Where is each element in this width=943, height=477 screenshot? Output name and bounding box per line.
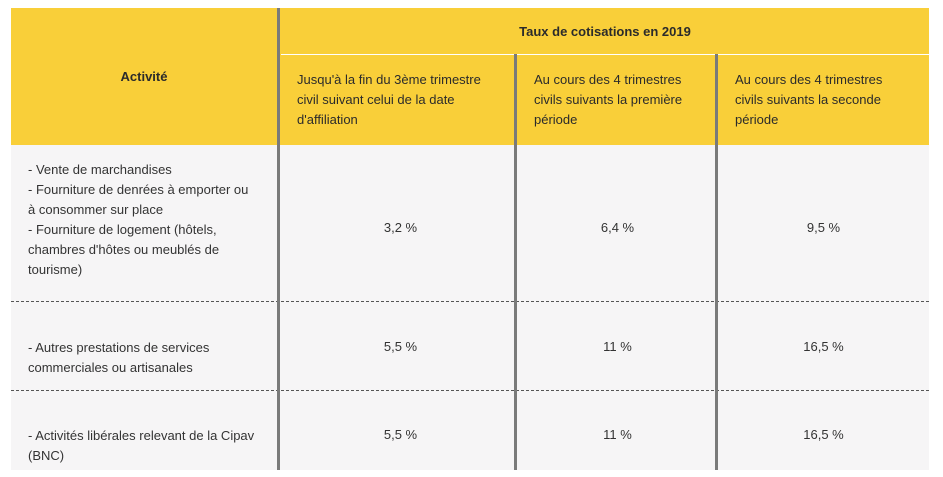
row1-activite-line: - Vente de marchandises [28, 162, 172, 177]
row-divider [11, 301, 929, 302]
row3-value-col2: 11 % [603, 427, 632, 442]
header-taux: Taux de cotisations en 2019 [519, 23, 691, 39]
row1-value-col3: 9,5 % [806, 220, 841, 235]
row3-value-col1: 5,5 % [383, 427, 418, 442]
row1-activite-line: à consommer sur place [28, 202, 164, 217]
table-header: Activité Taux de cotisations en 2019 Jus… [11, 8, 929, 145]
header-col1-line: civil suivant celui de la date [297, 92, 455, 107]
row2-value-col3: 16,5 % [803, 339, 844, 354]
row2-value-col1: 5,5 % [383, 339, 418, 354]
row2-activite-line: - Autres prestations de services [28, 340, 210, 355]
column-separator [715, 54, 718, 470]
header-activite: Activité [120, 69, 168, 84]
row2-activite-line: commerciales ou artisanales [28, 360, 193, 375]
row1-activite: - Vente de marchandises - Fourniture de … [28, 160, 248, 280]
header-col3-line: civils suivants la seconde [735, 92, 881, 107]
header-col3: Au cours des 4 trimestres civils suivant… [735, 70, 882, 130]
header-col2-line: période [534, 112, 578, 127]
row1-activite-line: chambres d'hôtes ou meublés de [28, 242, 220, 257]
row3-activite: - Activités libérales relevant de la Cip… [28, 426, 254, 466]
table-body: - Vente de marchandises - Fourniture de … [11, 145, 929, 470]
column-separator [277, 8, 280, 470]
header-col1: Jusqu'à la fin du 3ème trimestre civil s… [297, 70, 481, 130]
header-divider [281, 54, 929, 55]
row3-value-col3: 16,5 % [803, 427, 844, 442]
row-divider [11, 390, 929, 391]
header-col1-line: d'affiliation [297, 112, 358, 127]
row3-activite-line: - Activités libérales relevant de la Cip… [28, 428, 255, 443]
header-col3-line: période [735, 112, 779, 127]
header-col2-line: civils suivants la première [534, 92, 683, 107]
row1-activite-line: tourisme) [28, 262, 83, 277]
row1-value-col1: 3,2 % [383, 220, 418, 235]
row1-value-col2: 6,4 % [600, 220, 635, 235]
header-col2: Au cours des 4 trimestres civils suivant… [534, 70, 682, 130]
row1-activite-line: - Fourniture de denrées à emporter ou [28, 182, 249, 197]
header-col2-line: Au cours des 4 trimestres [534, 72, 682, 87]
header-col1-line: Jusqu'à la fin du 3ème trimestre [297, 72, 481, 87]
row2-activite: - Autres prestations de services commerc… [28, 338, 209, 378]
row3-activite-line: (BNC) [28, 448, 65, 463]
contribution-rates-table: Activité Taux de cotisations en 2019 Jus… [11, 8, 929, 470]
row1-activite-line: - Fourniture de logement (hôtels, [28, 222, 217, 237]
header-col3-line: Au cours des 4 trimestres [735, 72, 883, 87]
column-separator [514, 54, 517, 470]
row2-value-col2: 11 % [603, 339, 632, 354]
